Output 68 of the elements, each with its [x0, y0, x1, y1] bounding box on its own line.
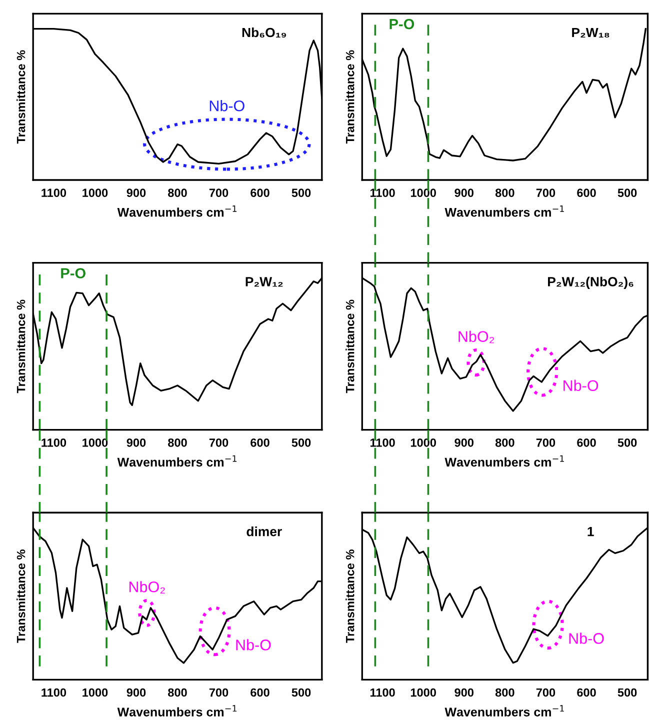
- x-tick-label: 600: [250, 188, 270, 198]
- x-axis-title: Wavenumbers cm$^{−1}$: [117, 705, 237, 716]
- x-tick-label: 600: [250, 438, 270, 447]
- y-axis-title: Transmittance %: [16, 300, 26, 394]
- x-tick-label: 1000: [410, 188, 436, 198]
- chart-title: Nb₆O₁₉: [242, 27, 286, 38]
- x-tick-label: 600: [577, 688, 596, 697]
- chart-title: P₂W₁₈: [572, 28, 610, 38]
- annotation: Nb-O: [569, 632, 604, 644]
- x-axis-title: Wavenumbers cm$^{−1}$: [444, 205, 564, 217]
- x-tick-label: 500: [292, 438, 311, 447]
- y-axis-title: Transmittance %: [16, 50, 26, 144]
- x-tick-label: 500: [618, 688, 637, 697]
- ref-line-label: P-O: [390, 18, 414, 30]
- x-axis-title: Wavenumbers cm$^{−1}$: [444, 455, 564, 467]
- x-tick-label: 700: [536, 688, 556, 697]
- x-tick-label: 800: [168, 688, 187, 697]
- x-axis-title: Wavenumbers cm$^{−1}$: [117, 455, 237, 467]
- y-axis-title: Transmittance %: [346, 300, 354, 394]
- y-axis-title: Transmittance %: [346, 50, 354, 144]
- x-tick-label: 800: [495, 688, 514, 697]
- x-tick-label: 1100: [370, 688, 395, 697]
- x-tick-label: 500: [292, 688, 311, 697]
- x-tick-label: 700: [536, 438, 556, 447]
- x-tick-label: 700: [209, 438, 228, 447]
- x-tick-label: 700: [209, 188, 228, 198]
- y-axis-title: Transmittance %: [16, 550, 26, 643]
- annotation: Nb-O: [236, 639, 271, 650]
- x-tick-label: 900: [454, 188, 474, 198]
- annotation: NbO₂: [458, 330, 494, 344]
- x-axis-title: Wavenumbers cm$^{−1}$: [117, 205, 237, 217]
- annotation: Nb-O: [210, 100, 244, 112]
- x-tick-label: 1100: [42, 188, 66, 198]
- x-tick-label: 800: [495, 188, 514, 198]
- x-axis-title: Wavenumbers cm$^{−1}$: [444, 705, 564, 716]
- x-tick-label: 600: [250, 688, 270, 697]
- x-tick-label: 1100: [370, 188, 395, 198]
- x-tick-label: 900: [126, 188, 146, 198]
- x-tick-label: 1100: [370, 438, 395, 447]
- x-tick-label: 1000: [82, 688, 108, 697]
- x-tick-label: 1000: [82, 438, 108, 447]
- x-tick-label: 1000: [410, 688, 436, 697]
- ref-line-label: P-O: [61, 268, 86, 278]
- x-tick-label: 1100: [42, 438, 66, 447]
- chart-title: P₂W₁₂(NbO₂)₆: [548, 276, 634, 289]
- chart-title: P₂W₁₂: [246, 277, 283, 287]
- x-tick-label: 600: [577, 188, 596, 198]
- x-tick-label: 800: [495, 438, 514, 447]
- annotation: Nb-O: [564, 380, 598, 392]
- x-tick-label: 500: [618, 438, 637, 447]
- x-tick-label: 1100: [42, 688, 66, 697]
- x-tick-label: 900: [454, 438, 474, 447]
- annotation: NbO₂: [129, 581, 165, 594]
- chart-title: dimer: [246, 526, 282, 536]
- x-tick-label: 500: [292, 188, 311, 198]
- x-tick-label: 1000: [82, 188, 108, 198]
- x-tick-label: 900: [126, 688, 146, 697]
- x-tick-label: 800: [168, 438, 187, 447]
- x-tick-label: 1000: [410, 438, 436, 447]
- x-tick-label: 900: [126, 438, 146, 447]
- x-tick-label: 700: [209, 688, 228, 697]
- x-tick-label: 800: [168, 188, 187, 198]
- x-tick-label: 900: [454, 688, 474, 697]
- y-axis-title: Transmittance %: [346, 550, 354, 643]
- x-tick-label: 500: [618, 188, 637, 198]
- x-tick-label: 600: [577, 438, 596, 447]
- chart-title: 1: [588, 527, 594, 536]
- x-tick-label: 700: [536, 188, 556, 198]
